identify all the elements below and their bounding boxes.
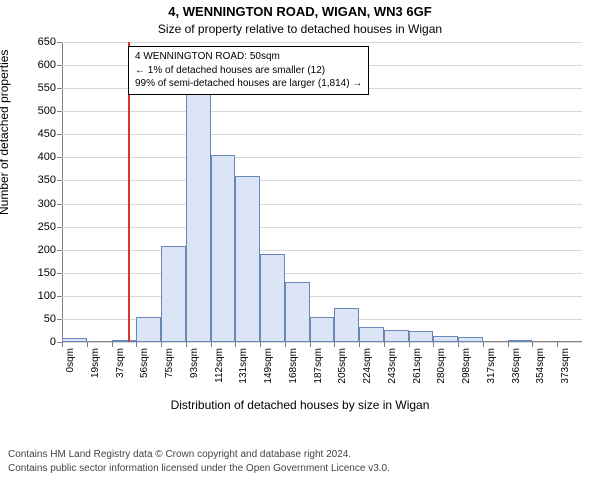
gridline-h: [62, 296, 582, 297]
histogram-bar: [409, 331, 434, 342]
x-tick-mark: [87, 342, 88, 347]
histogram-bar: [359, 327, 384, 342]
y-axis-line: [62, 42, 63, 342]
x-tick-label: 0sqm: [65, 348, 76, 372]
x-tick-mark: [112, 342, 113, 347]
histogram-bar: [260, 254, 285, 342]
x-tick-label: 317sqm: [486, 348, 497, 384]
gridline-h: [62, 42, 582, 43]
histogram-bar: [310, 317, 335, 342]
gridline-h: [62, 180, 582, 181]
x-tick-mark: [211, 342, 212, 347]
callout-line: ← 1% of detached houses are smaller (12): [135, 64, 362, 78]
callout-line: 99% of semi-detached houses are larger (…: [135, 77, 362, 91]
x-tick-mark: [260, 342, 261, 347]
x-tick-label: 336sqm: [511, 348, 522, 384]
histogram-bar: [235, 176, 260, 342]
x-tick-label: 187sqm: [313, 348, 324, 384]
histogram-bar: [112, 340, 137, 342]
plot-area: 0501001502002503003504004505005506006500…: [62, 42, 582, 342]
chart-title-sub: Size of property relative to detached ho…: [0, 22, 600, 36]
y-tick-label: 300: [38, 198, 62, 210]
y-tick-label: 500: [38, 105, 62, 117]
callout-line: 4 WENNINGTON ROAD: 50sqm: [135, 50, 362, 64]
x-tick-mark: [483, 342, 484, 347]
y-tick-label: 50: [44, 313, 62, 325]
x-tick-label: 243sqm: [387, 348, 398, 384]
x-tick-label: 168sqm: [288, 348, 299, 384]
x-tick-mark: [532, 342, 533, 347]
y-axis-label: Number of detached properties: [0, 50, 11, 215]
histogram-bar: [384, 330, 409, 342]
x-tick-mark: [136, 342, 137, 347]
y-tick-label: 150: [38, 267, 62, 279]
histogram-bar: [136, 317, 161, 342]
y-tick-label: 350: [38, 174, 62, 186]
x-tick-label: 56sqm: [139, 348, 150, 378]
y-tick-label: 450: [38, 128, 62, 140]
histogram-bar: [458, 337, 483, 342]
chart-title-main: 4, WENNINGTON ROAD, WIGAN, WN3 6GF: [0, 4, 600, 19]
x-tick-mark: [186, 342, 187, 347]
gridline-h: [62, 157, 582, 158]
x-tick-label: 298sqm: [461, 348, 472, 384]
x-tick-label: 37sqm: [115, 348, 126, 378]
x-tick-label: 75sqm: [164, 348, 175, 378]
x-tick-mark: [409, 342, 410, 347]
x-tick-mark: [285, 342, 286, 347]
x-tick-mark: [458, 342, 459, 347]
histogram-bar: [433, 336, 458, 342]
y-tick-label: 100: [38, 290, 62, 302]
x-tick-label: 112sqm: [214, 348, 225, 383]
histogram-bar: [62, 338, 87, 342]
y-tick-label: 600: [38, 59, 62, 71]
x-tick-label: 93sqm: [189, 348, 200, 378]
x-tick-mark: [359, 342, 360, 347]
x-tick-label: 373sqm: [560, 348, 571, 384]
footer-line-1: Contains HM Land Registry data © Crown c…: [8, 448, 351, 461]
x-tick-label: 354sqm: [535, 348, 546, 384]
gridline-h: [62, 342, 582, 343]
footer-line-2: Contains public sector information licen…: [8, 462, 390, 475]
x-tick-label: 205sqm: [337, 348, 348, 384]
histogram-bar: [285, 282, 310, 342]
gridline-h: [62, 227, 582, 228]
x-tick-label: 224sqm: [362, 348, 373, 384]
gridline-h: [62, 111, 582, 112]
x-tick-mark: [334, 342, 335, 347]
histogram-bar: [186, 87, 211, 342]
y-tick-label: 0: [50, 336, 62, 348]
histogram-bar: [161, 246, 186, 342]
y-tick-label: 650: [38, 36, 62, 48]
gridline-h: [62, 134, 582, 135]
x-tick-mark: [384, 342, 385, 347]
histogram-bar: [508, 340, 533, 342]
x-tick-mark: [62, 342, 63, 347]
x-tick-mark: [508, 342, 509, 347]
histogram-bar: [334, 308, 359, 342]
chart-container: 4, WENNINGTON ROAD, WIGAN, WN3 6GF Size …: [0, 0, 600, 430]
x-tick-mark: [161, 342, 162, 347]
x-tick-mark: [557, 342, 558, 347]
gridline-h: [62, 273, 582, 274]
x-tick-label: 149sqm: [263, 348, 274, 384]
x-axis-label: Distribution of detached houses by size …: [0, 398, 600, 412]
x-tick-mark: [235, 342, 236, 347]
y-tick-label: 250: [38, 221, 62, 233]
x-tick-mark: [433, 342, 434, 347]
x-tick-label: 261sqm: [412, 348, 423, 384]
gridline-h: [62, 250, 582, 251]
callout-box: 4 WENNINGTON ROAD: 50sqm← 1% of detached…: [128, 46, 369, 95]
y-tick-label: 400: [38, 151, 62, 163]
x-tick-label: 19sqm: [90, 348, 101, 378]
y-tick-label: 550: [38, 82, 62, 94]
x-tick-label: 131sqm: [238, 348, 249, 384]
gridline-h: [62, 204, 582, 205]
x-tick-mark: [310, 342, 311, 347]
histogram-bar: [211, 155, 236, 342]
y-tick-label: 200: [38, 244, 62, 256]
x-tick-label: 280sqm: [436, 348, 447, 384]
